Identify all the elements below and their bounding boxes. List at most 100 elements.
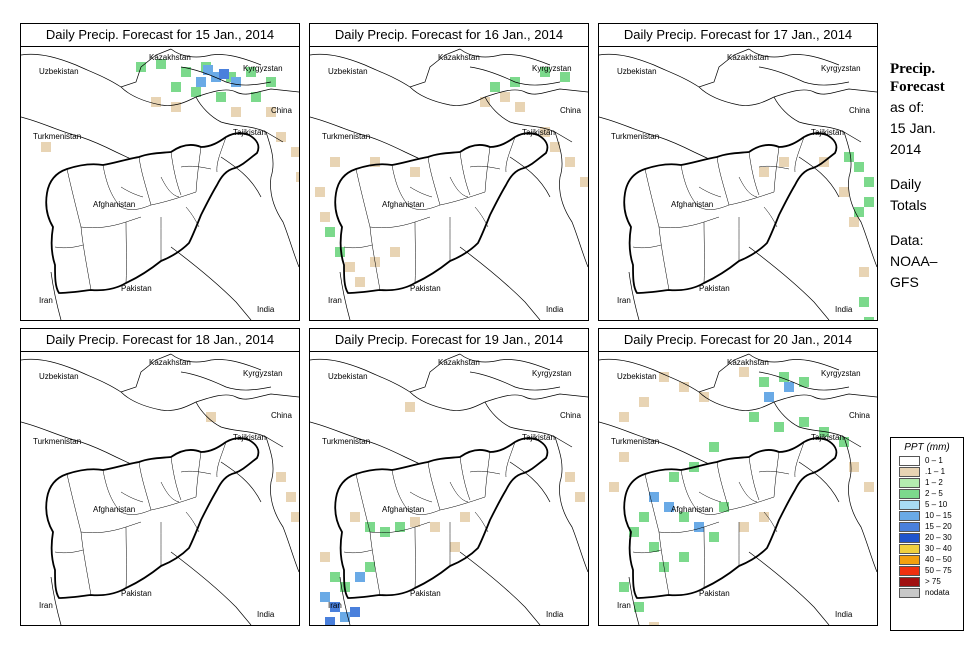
precip-cell (779, 157, 789, 167)
label-turkmenistan: Turkmenistan (33, 437, 81, 446)
label-iran: Iran (39, 296, 53, 305)
label-iran: Iran (617, 296, 631, 305)
precip-cell (203, 65, 213, 75)
label-kyrgyzstan: Kyrgyzstan (821, 64, 861, 73)
legend-swatch (899, 489, 920, 499)
label-kyrgyzstan: Kyrgyzstan (243, 369, 283, 378)
legend-label: 10 – 15 (925, 511, 952, 520)
asof-line1: as of: (890, 99, 925, 115)
source-line1: Data: (890, 232, 924, 248)
precip-cell (330, 602, 340, 612)
forecast-map: Kazakhstan Uzbekistan Kyrgyzstan China T… (21, 353, 299, 625)
label-turkmenistan: Turkmenistan (33, 132, 81, 141)
precip-cell (749, 412, 759, 422)
precip-cell (355, 572, 365, 582)
forecast-map: Kazakhstan Uzbekistan Kyrgyzstan China T… (310, 48, 588, 320)
precip-cell (679, 512, 689, 522)
sidebar-title-line1: Precip. (890, 61, 936, 77)
precip-cell (330, 572, 340, 582)
precip-cell (854, 162, 864, 172)
legend-item: 50 – 75 (899, 566, 963, 577)
label-uzbekistan: Uzbekistan (617, 67, 657, 76)
precip-cell (739, 367, 749, 377)
label-afghanistan: Afghanistan (671, 200, 713, 209)
precip-cell (276, 472, 286, 482)
legend-item: 40 – 50 (899, 555, 963, 566)
legend-swatch (899, 456, 920, 466)
precip-cell (619, 452, 629, 462)
precip-cell (864, 197, 874, 207)
precip-cell (340, 612, 350, 622)
legend-item: nodata (899, 588, 963, 599)
label-pakistan: Pakistan (121, 284, 152, 293)
legend-label: 2 – 5 (925, 489, 943, 498)
legend-label: 0 – 1 (925, 456, 943, 465)
label-uzbekistan: Uzbekistan (328, 372, 368, 381)
precip-cell (565, 472, 575, 482)
precip-cell (694, 522, 704, 532)
precip-cell (634, 602, 644, 612)
panel-title: Daily Precip. Forecast for 16 Jan., 2014 (310, 24, 588, 47)
precip-cell (659, 372, 669, 382)
precip-cell (864, 177, 874, 187)
label-kazakhstan: Kazakhstan (149, 53, 191, 62)
forecast-map: Kazakhstan Uzbekistan Kyrgyzstan China T… (21, 48, 299, 320)
precip-cell (859, 297, 869, 307)
precip-cell (405, 402, 415, 412)
forecast-panel-3: Daily Precip. Forecast for 17 Jan., 2014 (598, 23, 878, 321)
precip-cell (430, 522, 440, 532)
precip-cell (315, 187, 325, 197)
legend-label: 15 – 20 (925, 522, 952, 531)
precip-cell (181, 67, 191, 77)
label-china: China (849, 106, 870, 115)
forecast-panel-1: Daily Precip. Forecast for 15 Jan., 2014 (20, 23, 300, 321)
precip-cell (355, 277, 365, 287)
precip-cell (839, 437, 849, 447)
precip-cell (276, 132, 286, 142)
precip-cell (325, 617, 335, 625)
label-kyrgyzstan: Kyrgyzstan (821, 369, 861, 378)
precip-cell (156, 59, 166, 69)
precip-cell (365, 562, 375, 572)
precip-cell (649, 622, 659, 625)
label-tajikistan: Tajikistan (811, 128, 844, 137)
precip-cell (410, 517, 420, 527)
precip-cell (196, 77, 206, 87)
precip-cell (330, 157, 340, 167)
legend-item: > 75 (899, 577, 963, 588)
label-china: China (271, 411, 292, 420)
precip-cell (619, 582, 629, 592)
label-china: China (560, 411, 581, 420)
legend-swatch (899, 533, 920, 543)
source-line2: NOAA– (890, 253, 938, 269)
panel-title: Daily Precip. Forecast for 18 Jan., 2014 (21, 329, 299, 352)
legend-label: 1 – 2 (925, 478, 943, 487)
legend-label: 30 – 40 (925, 544, 952, 553)
totals-line2: Totals (890, 197, 927, 213)
precip-cell (844, 152, 854, 162)
asof-line2: 15 Jan. (890, 120, 936, 136)
legend-swatch (899, 500, 920, 510)
legend-title: PPT (mm) (904, 442, 950, 453)
forecast-map: Kazakhstan Uzbekistan Kyrgyzstan China T… (599, 48, 877, 320)
label-afghanistan: Afghanistan (93, 200, 135, 209)
legend-swatch (899, 555, 920, 565)
precip-cell (380, 527, 390, 537)
precip-cell (460, 512, 470, 522)
precip-cell (649, 492, 659, 502)
legend-swatch (899, 588, 920, 598)
label-iran: Iran (328, 296, 342, 305)
label-afghanistan: Afghanistan (671, 505, 713, 514)
precip-cell (335, 247, 345, 257)
precip-cell (231, 77, 241, 87)
precip-cell (296, 172, 299, 182)
legend-label: .1 – 1 (925, 467, 946, 476)
legend-swatch (899, 566, 920, 576)
precip-cell (619, 412, 629, 422)
panel-title: Daily Precip. Forecast for 17 Jan., 2014 (599, 24, 877, 47)
label-india: India (257, 610, 275, 619)
label-kazakhstan: Kazakhstan (438, 358, 480, 367)
precip-cell (649, 542, 659, 552)
forecast-map: Kazakhstan Uzbekistan Kyrgyzstan China T… (599, 353, 877, 625)
precip-cell (320, 212, 330, 222)
